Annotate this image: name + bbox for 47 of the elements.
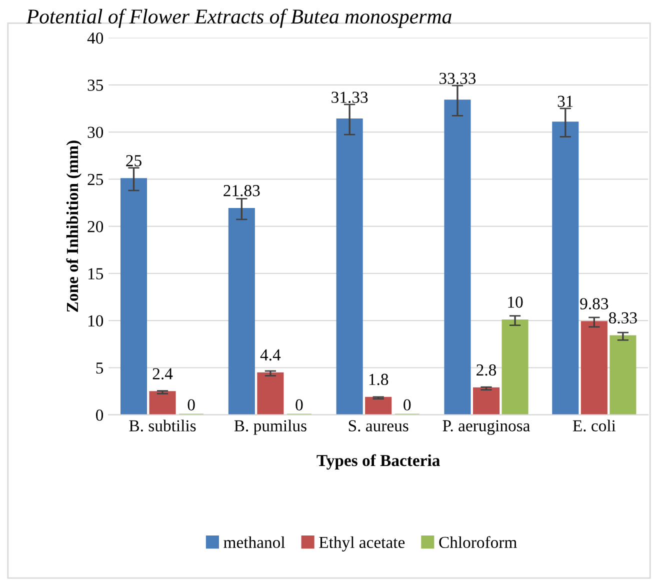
bar xyxy=(580,321,608,415)
data-label: 10 xyxy=(508,296,523,308)
y-tick-label: 0 xyxy=(96,410,104,421)
y-axis-title: Zone of Inhibition (mm) xyxy=(66,140,82,312)
data-label: 0 xyxy=(296,399,303,411)
y-tick-label: 20 xyxy=(88,221,104,232)
data-label: 2.8 xyxy=(476,364,496,376)
data-label: 31 xyxy=(558,96,573,107)
bar xyxy=(502,320,528,415)
legend-label: Chloroform xyxy=(439,536,517,548)
data-label: 8.33 xyxy=(609,312,637,324)
data-label: 2.4 xyxy=(152,368,173,380)
data-label: 33.33 xyxy=(440,72,476,84)
x-axis-title: Types of Bacteria xyxy=(316,454,440,470)
y-tick-label: 35 xyxy=(88,80,104,91)
bar xyxy=(120,178,148,415)
legend-label: Ethyl acetate xyxy=(319,536,405,552)
bar xyxy=(257,372,284,415)
data-label: 0 xyxy=(188,399,195,411)
data-label: 1.8 xyxy=(369,374,388,386)
bar xyxy=(228,208,255,415)
bar xyxy=(336,118,363,415)
data-label: 0 xyxy=(404,399,411,411)
bar xyxy=(610,335,636,415)
x-tick-label: B. subtilis xyxy=(129,420,196,432)
x-tick-label: B. pumilus xyxy=(234,420,306,435)
legend-label: methanol xyxy=(224,536,285,548)
data-label: 4.4 xyxy=(260,349,281,361)
bar xyxy=(444,100,471,415)
bar xyxy=(472,387,500,415)
x-tick-label: P. aeruginosa xyxy=(442,420,530,435)
y-tick-label: 10 xyxy=(88,315,104,327)
bar xyxy=(552,122,579,415)
data-label: 21.83 xyxy=(224,184,260,196)
y-tick-label: 5 xyxy=(96,362,104,374)
data-label: 25 xyxy=(126,155,142,166)
y-tick-label: 15 xyxy=(88,268,104,280)
x-tick-label: E. coli xyxy=(572,420,616,432)
y-tick-label: 30 xyxy=(88,126,104,138)
bar xyxy=(365,396,392,415)
x-tick-label: S. aureus xyxy=(348,420,408,432)
data-label: 31.33 xyxy=(332,92,368,103)
data-label: 9.83 xyxy=(580,298,608,310)
bar xyxy=(149,391,176,415)
y-tick-label: 40 xyxy=(87,32,104,44)
y-tick-label: 25 xyxy=(88,174,104,186)
chart-title: Potential of Flower Extracts of Butea monosperma xyxy=(26,8,452,28)
